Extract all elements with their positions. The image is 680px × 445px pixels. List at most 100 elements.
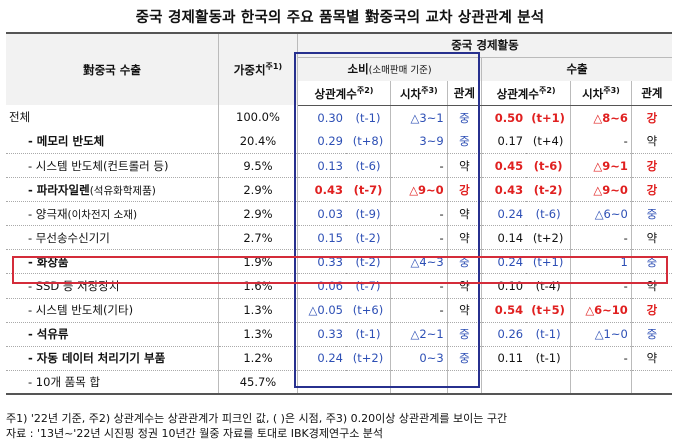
consumption-lag: △3~1 <box>390 105 448 130</box>
export-corr <box>481 369 527 396</box>
consumption-corr: 0.24 <box>297 345 346 371</box>
export-corr: 0.43 <box>481 177 527 202</box>
consumption-time: (t+6) <box>346 297 392 323</box>
export-lag: 1 <box>570 249 632 274</box>
export-lag: △9~0 <box>570 177 632 202</box>
consumption-corr: 0.29 <box>317 134 343 149</box>
export-relation: 강 <box>631 177 672 202</box>
export-lag: - <box>570 345 632 371</box>
table-row: - 10개 품목 합 45.7% <box>6 369 672 396</box>
row-weight: 2.9% <box>218 177 298 202</box>
export-time: (t-6) <box>526 201 572 226</box>
consumption-time: (t-1) <box>346 105 392 130</box>
export-lag <box>570 369 632 396</box>
table-row: - 석유류 1.3% 0.33 (t-1) △2~1 중 0.26 (t-1) △1~0 중 <box>6 321 672 347</box>
row-weight: 1.3% <box>218 321 298 347</box>
export-relation: 중 <box>631 249 672 274</box>
table-row: 전체 100.0% 0.30 (t-1) △3~1 중 0.50 (t+1) △8~6 강 <box>6 105 672 130</box>
export-corr: 0.50 <box>494 110 524 125</box>
consumption-relation <box>447 369 483 396</box>
export-corr: 0.24 <box>481 201 527 226</box>
row-item-name: - 양극재(이차전지 소재) <box>6 201 220 226</box>
header-consumption: 소비(소매판매 기준) <box>297 57 483 82</box>
consumption-time <box>346 369 392 396</box>
consumption-corr: △0.05 <box>297 297 346 323</box>
export-relation: 중 <box>631 201 672 226</box>
table-row: - 화장품 1.9% 0.33 (t-2) △4~3 중 0.24 (t+1) 1 중 <box>6 249 672 274</box>
export-lag: △9~1 <box>570 152 632 178</box>
export-time: (t+1) <box>526 105 572 130</box>
consumption-corr: 0.13 <box>297 152 346 178</box>
item-label: - 무선송수신기기 <box>28 230 110 245</box>
export-corr: 0.10 <box>481 273 527 299</box>
item-label: - 10개 품목 합 <box>28 375 101 390</box>
consumption-lag: △2~1 <box>390 321 448 347</box>
table-row: - 시스템 반도체(컨트롤러 등) 9.5% 0.13 (t-6) - 약 0.45 (t-6… <box>6 152 672 178</box>
row-weight: 1.9% <box>218 249 298 274</box>
export-lag: △6~10 <box>570 297 632 323</box>
export-lag: △8~6 <box>570 105 632 130</box>
consumption-corr: 0.03 <box>297 201 346 226</box>
consumption-time: (t-2) <box>346 225 392 250</box>
consumption-lag: △4~3 <box>390 249 448 274</box>
export-relation: 약 <box>631 345 672 371</box>
consumption-relation: 강 <box>447 177 483 202</box>
consumption-time: (t-7) <box>346 177 392 202</box>
row-item-name: - SSD 등 저장장치 <box>6 273 220 299</box>
consumption-time: (t-9) <box>346 201 392 226</box>
export-relation: 중 <box>631 321 672 347</box>
consumption-relation: 중 <box>447 105 483 130</box>
row-item-name: - 10개 품목 합 <box>6 369 220 396</box>
consumption-time: (t-7) <box>346 273 392 299</box>
export-time: (t-2) <box>526 177 572 202</box>
consumption-lag: △9~0 <box>390 177 448 202</box>
consumption-time: (t+2) <box>346 345 392 371</box>
item-sublabel: (석유화학제품) <box>89 184 156 197</box>
export-time: (t+1) <box>526 249 572 274</box>
export-relation: 강 <box>631 152 672 178</box>
table-row: - 메모리 반도체 20.4% 0.29 (t+8) 3~9 중 0.17 (t+4) - 약 <box>6 129 672 154</box>
consumption-time: (t+8) <box>346 129 392 154</box>
consumption-relation: 중 <box>447 129 483 154</box>
export-time: (t-6) <box>526 152 572 178</box>
export-time: (t+4) <box>526 129 572 154</box>
consumption-corr <box>297 369 346 396</box>
row-weight: 2.9% <box>218 201 298 226</box>
export-lag: - <box>570 225 632 250</box>
consumption-relation: 약 <box>447 273 483 299</box>
consumption-corr: 0.06 <box>297 273 346 299</box>
consumption-lag: - <box>390 225 448 250</box>
export-time: (t-1) <box>526 321 572 347</box>
row-weight: 2.7% <box>218 225 298 250</box>
row-item-name: 전체 <box>6 105 220 130</box>
page-title: 중국 경제활동과 한국의 주요 품목별 對중국의 교차 상관관계 분석 <box>135 10 545 26</box>
export-corr: 0.17 <box>497 134 524 149</box>
consumption-relation: 약 <box>447 152 483 178</box>
table-row: - 파라자일렌(석유화학제품) 2.9% 0.43 (t-7) △9~0 강 0.43 (t-… <box>6 177 672 202</box>
header-weight: 가중치주1) <box>218 31 298 106</box>
item-label: - 석유류 <box>28 327 69 342</box>
footnote-1: 주1) '22년 기준, 주2) 상관계수는 상관관계가 피크인 값, ( )은… <box>6 412 508 425</box>
export-corr: 0.54 <box>481 297 527 323</box>
consumption-corr: 0.33 <box>297 321 346 347</box>
table-row: - 무선송수신기기 2.7% 0.15 (t-2) - 약 0.14 (t+2) - 약 <box>6 225 672 250</box>
row-item-name: - 자동 데이터 처리기기 부품 <box>6 345 220 371</box>
export-relation: 약 <box>631 225 672 250</box>
export-lag: △6~0 <box>570 201 632 226</box>
footnote-source: 자료 : '13년~'22년 시진핑 정권 10년간 월중 자료를 토대로 IB… <box>6 427 384 440</box>
item-sublabel: (이차전지 소재) <box>67 208 138 221</box>
header-c-lag: 시차주3) <box>390 81 448 106</box>
consumption-relation: 약 <box>447 297 483 323</box>
consumption-lag <box>390 369 448 396</box>
row-weight: 1.3% <box>218 297 298 323</box>
item-label: - 시스템 반도체(기타) <box>28 303 134 318</box>
row-weight: 1.6% <box>218 273 298 299</box>
row-item-name: - 파라자일렌(석유화학제품) <box>6 177 220 202</box>
row-weight: 20.4% <box>218 129 298 154</box>
item-label: - SSD 등 저장장치 <box>28 278 120 293</box>
correlation-table: 對중국 수출 가중치주1) 중국 경제활동 소비(소매판매 기준) 수출 상관계… <box>6 31 672 396</box>
consumption-lag: - <box>390 152 448 178</box>
consumption-lag: - <box>390 201 448 226</box>
consumption-time: (t-6) <box>346 152 392 178</box>
item-label: - 파라자일렌 <box>28 182 90 197</box>
